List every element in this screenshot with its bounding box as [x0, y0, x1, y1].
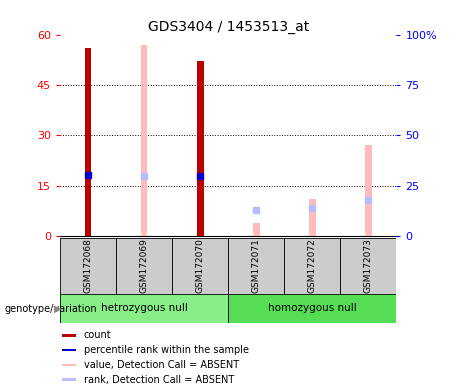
Title: GDS3404 / 1453513_at: GDS3404 / 1453513_at: [148, 20, 309, 33]
Bar: [197, 61, 203, 236]
Bar: [60, 294, 228, 323]
Bar: [62, 379, 76, 381]
Bar: [228, 238, 284, 294]
Bar: [62, 349, 76, 351]
Bar: [60, 238, 116, 294]
Bar: [309, 199, 316, 236]
Bar: [284, 238, 340, 294]
Bar: [228, 294, 396, 323]
Bar: [172, 238, 228, 294]
Bar: [253, 223, 260, 236]
Text: value, Detection Call = ABSENT: value, Detection Call = ABSENT: [84, 360, 239, 370]
Text: GSM172069: GSM172069: [140, 238, 148, 293]
Text: genotype/variation: genotype/variation: [5, 304, 97, 314]
Bar: [62, 334, 76, 336]
Text: GSM172073: GSM172073: [364, 238, 373, 293]
Text: GSM172068: GSM172068: [83, 238, 93, 293]
Bar: [365, 146, 372, 236]
Bar: [340, 238, 396, 294]
Text: ▶: ▶: [54, 304, 62, 314]
Text: count: count: [84, 330, 112, 340]
Text: GSM172070: GSM172070: [195, 238, 205, 293]
Text: GSM172071: GSM172071: [252, 238, 261, 293]
Bar: [141, 45, 148, 236]
Text: hetrozygous null: hetrozygous null: [100, 303, 188, 313]
Bar: [85, 48, 91, 236]
Text: homozygous null: homozygous null: [268, 303, 357, 313]
Bar: [62, 364, 76, 366]
Text: GSM172072: GSM172072: [308, 238, 317, 293]
Bar: [116, 238, 172, 294]
Text: percentile rank within the sample: percentile rank within the sample: [84, 345, 249, 355]
Text: rank, Detection Call = ABSENT: rank, Detection Call = ABSENT: [84, 375, 234, 384]
